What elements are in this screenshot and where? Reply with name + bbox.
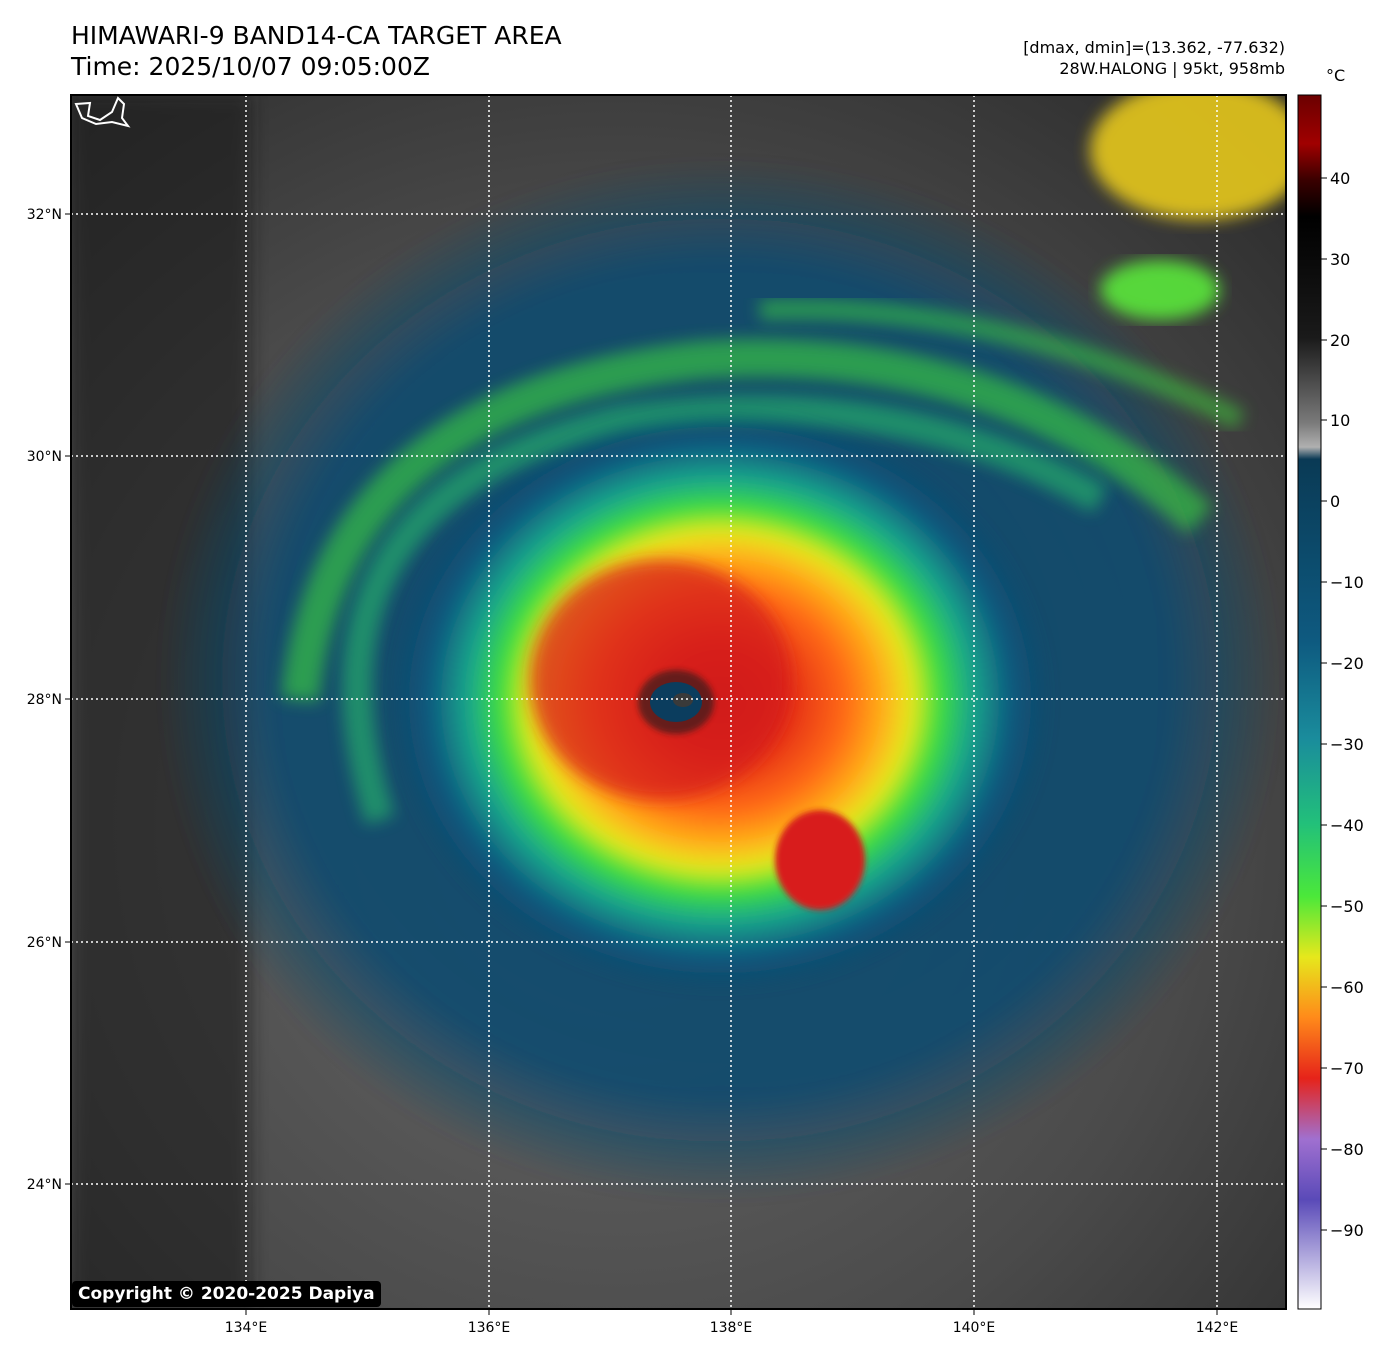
coastline-icon [74, 96, 131, 128]
lat-label: 28°N [27, 692, 62, 708]
colorbar-tick-label: 10 [1330, 411, 1350, 430]
colorbar-tick-label: −20 [1330, 654, 1364, 673]
dmax-dmin-label: [dmax, dmin]=(13.362, -77.632) [1023, 38, 1285, 57]
lat-label: 24°N [27, 1177, 62, 1193]
colorbar-tick-label: 0 [1330, 492, 1340, 511]
map-frame [70, 94, 1287, 1310]
storm-name-label: 28W.HALONG | 95kt, 958mb [1059, 59, 1285, 78]
colorbar-unit: °C [1326, 66, 1346, 85]
lon-label: 134°E [225, 1320, 268, 1336]
chart-title: HIMAWARI-9 BAND14-CA TARGET AREA Time: 2… [71, 20, 562, 82]
colorbar-tick-label: 40 [1330, 169, 1350, 188]
lon-label: 140°E [953, 1320, 996, 1336]
colorbar-tick-label: −90 [1330, 1221, 1364, 1240]
lon-label: 138°E [710, 1320, 753, 1336]
colorbar-tick-label: 30 [1330, 250, 1350, 269]
colorbar [1297, 94, 1322, 1310]
title-line-2: Time: 2025/10/07 09:05:00Z [71, 52, 430, 81]
colorbar-tick-label: −40 [1330, 816, 1364, 835]
storm-info: [dmax, dmin]=(13.362, -77.632) 28W.HALON… [1023, 37, 1285, 79]
lat-label: 26°N [27, 935, 62, 951]
colorbar-tick-label: −10 [1330, 573, 1364, 592]
colorbar-tick-label: −50 [1330, 897, 1364, 916]
colorbar-tick-label: −70 [1330, 1059, 1364, 1078]
copyright-badge: Copyright © 2020-2025 Dapiya [72, 1281, 381, 1307]
lat-label: 30°N [27, 449, 62, 465]
colorbar-tick-label: −80 [1330, 1140, 1364, 1159]
lon-label: 142°E [1196, 1320, 1239, 1336]
lat-label: 32°N [27, 207, 62, 223]
title-line-1: HIMAWARI-9 BAND14-CA TARGET AREA [71, 21, 562, 50]
colorbar-tick-label: −30 [1330, 735, 1364, 754]
colorbar-tick-label: 20 [1330, 331, 1350, 350]
satellite-image [71, 95, 1286, 1309]
lon-label: 136°E [468, 1320, 511, 1336]
colorbar-tick-label: −60 [1330, 978, 1364, 997]
graticule [71, 95, 1286, 1309]
